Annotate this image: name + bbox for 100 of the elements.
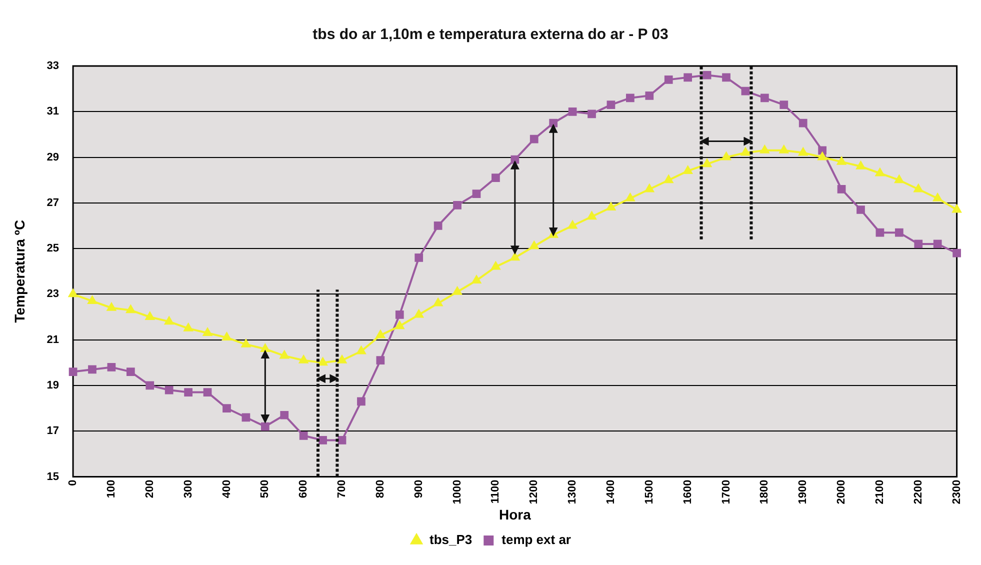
point: [222, 332, 232, 341]
point: [875, 168, 884, 176]
x-tick-label: 500: [259, 480, 272, 498]
point: [818, 152, 827, 160]
y-axis-title: Temperatura ºC: [11, 220, 28, 323]
y-tick-label: 31: [46, 106, 60, 118]
point: [164, 386, 174, 394]
x-tick-label: 1900: [797, 480, 810, 504]
point: [107, 363, 116, 372]
point: [549, 118, 558, 128]
x-tick-label: 0: [67, 480, 80, 486]
y-tick-label: 29: [46, 151, 60, 164]
point: [260, 422, 270, 431]
point: [588, 110, 596, 118]
point: [684, 73, 692, 82]
point: [952, 248, 961, 258]
point: [606, 202, 616, 210]
point: [722, 152, 731, 160]
point: [222, 404, 231, 412]
x-tick-label: 1700: [720, 480, 732, 504]
point: [338, 436, 346, 444]
point: [798, 148, 808, 156]
x-tick-label: 1100: [490, 480, 502, 504]
point: [260, 344, 270, 352]
point: [568, 220, 578, 229]
point: [434, 298, 443, 306]
point: [492, 174, 500, 182]
point: [106, 302, 116, 311]
point: [914, 184, 923, 192]
point: [837, 156, 846, 165]
x-tick-label: 1800: [758, 480, 771, 504]
point: [434, 222, 442, 230]
y-tick-label: 15: [46, 470, 60, 483]
point: [395, 310, 404, 319]
point: [741, 86, 750, 96]
x-tick-label: 300: [182, 480, 194, 498]
point: [702, 159, 712, 168]
x-tick-label: 1500: [643, 480, 656, 504]
point: [722, 73, 730, 82]
point: [894, 228, 904, 237]
point: [126, 305, 136, 314]
point: [453, 201, 462, 210]
point: [798, 118, 808, 128]
point: [644, 184, 654, 192]
point: [203, 388, 212, 396]
x-tick-label: 1000: [451, 480, 464, 504]
y-tick-label: 27: [46, 196, 60, 209]
y-tick-label: 33: [46, 60, 60, 72]
point: [933, 193, 942, 202]
point: [626, 94, 634, 102]
point: [318, 358, 328, 366]
point: [357, 397, 366, 406]
x-tick-label: 900: [412, 480, 425, 498]
point: [241, 339, 250, 348]
point: [376, 356, 385, 365]
point: [356, 346, 366, 354]
point: [876, 228, 884, 237]
point: [856, 206, 865, 214]
legend-label: tbs_P3: [430, 532, 472, 548]
point: [760, 94, 769, 102]
y-tick-label: 19: [46, 379, 60, 392]
point: [126, 368, 135, 376]
point: [645, 91, 654, 100]
point: [933, 240, 942, 248]
point: [702, 70, 712, 80]
point: [741, 148, 750, 156]
point: [568, 107, 577, 116]
point: [280, 350, 289, 359]
point: [280, 410, 289, 420]
point: [299, 355, 308, 364]
x-tick-label: 100: [105, 480, 118, 498]
y-tick-label: 25: [46, 242, 60, 255]
x-tick-label: 1600: [682, 480, 694, 504]
point: [88, 296, 97, 304]
point: [472, 275, 481, 284]
x-tick-label: 2100: [874, 480, 886, 504]
x-tick-label: 1200: [528, 480, 540, 504]
point: [914, 240, 923, 248]
chart-title: tbs do ar 1,10m e temperatura externa do ar - P 03: [312, 26, 668, 44]
point: [491, 262, 500, 270]
point: [145, 312, 154, 320]
x-tick-label: 400: [220, 480, 233, 498]
y-tick-label: 17: [46, 425, 60, 438]
point: [318, 436, 327, 444]
point: [780, 100, 788, 109]
y-tick-label: 23: [46, 288, 60, 300]
point: [88, 365, 96, 374]
legend-label: temp ext ar: [502, 532, 572, 548]
point: [395, 321, 404, 330]
point: [837, 185, 846, 194]
point: [242, 413, 250, 422]
x-tick-label: 200: [144, 480, 156, 498]
x-tick-label: 2300: [950, 480, 963, 504]
point: [68, 368, 78, 376]
point: [68, 289, 78, 298]
x-axis-title: Hora: [498, 506, 532, 522]
point: [683, 166, 692, 174]
point: [530, 134, 538, 144]
point: [299, 431, 308, 440]
point: [664, 175, 674, 184]
